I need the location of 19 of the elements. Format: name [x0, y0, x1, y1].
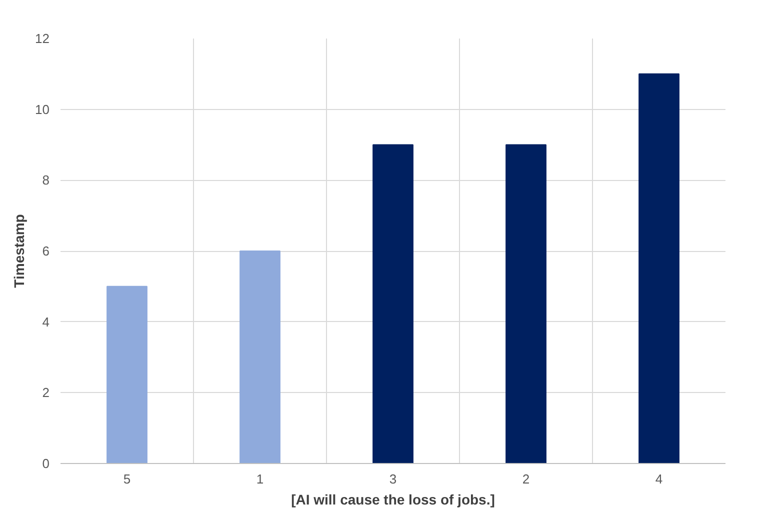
x-tick-label: 2 — [522, 472, 530, 486]
y-tick-label: 6 — [42, 244, 50, 258]
y-tick-label: 2 — [42, 385, 50, 400]
x-tick-label: 4 — [655, 472, 663, 486]
x-tick-label: 3 — [389, 472, 397, 486]
x-axis-title: [AI will cause the loss of jobs.] — [291, 492, 495, 508]
y-tick-label: 4 — [42, 314, 50, 330]
y-tick-label: 8 — [42, 172, 50, 188]
bar — [372, 144, 414, 464]
y-tick-label: 0 — [42, 456, 50, 471]
bar — [240, 250, 280, 464]
y-tick-label: 10 — [35, 102, 50, 117]
bar — [506, 144, 546, 464]
bar — [638, 73, 680, 464]
y-axis-title: Timestamp — [11, 214, 28, 288]
x-tick-label: 1 — [256, 472, 264, 486]
x-tick-label: 5 — [123, 472, 131, 486]
y-tick-label: 12 — [35, 31, 50, 46]
bar — [106, 286, 148, 464]
